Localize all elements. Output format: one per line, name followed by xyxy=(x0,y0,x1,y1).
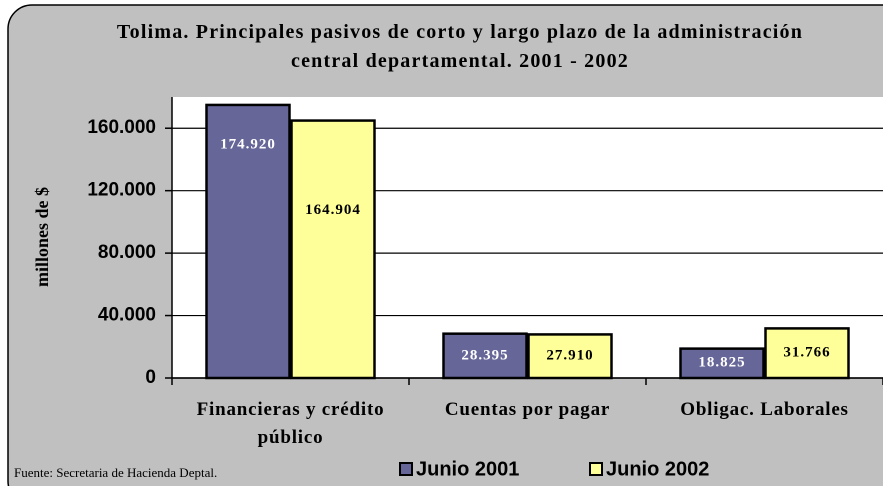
bar xyxy=(205,103,291,380)
chart-title: Tolima. Principales pasivos de corto y l… xyxy=(116,21,804,72)
x-tick-label: Obligac. Laborales xyxy=(680,399,849,420)
value-label: 31.766 xyxy=(783,345,830,361)
bar xyxy=(527,333,613,380)
legend-label: Junio 2002 xyxy=(606,458,709,480)
value-label: 174.920 xyxy=(220,136,276,152)
value-label: 164.904 xyxy=(305,202,361,218)
legend-swatch xyxy=(399,462,413,476)
x-tick-label: Cuentas por pagar xyxy=(444,399,611,420)
y-tick-label: 120.000 xyxy=(87,180,156,201)
source-note: Fuente: Secretaria de Hacienda Deptal. xyxy=(14,465,217,480)
y-axis-label: millones de $ xyxy=(32,187,52,287)
y-tick-label: 0 xyxy=(145,367,156,388)
bar xyxy=(679,347,765,380)
value-label: 18.825 xyxy=(698,355,745,371)
value-label: 27.910 xyxy=(546,348,593,364)
value-label: 28.395 xyxy=(461,347,508,363)
y-tick-label: 160.000 xyxy=(87,117,156,138)
y-tick-label: 80.000 xyxy=(98,242,156,263)
bar xyxy=(442,332,528,380)
legend-label: Junio 2001 xyxy=(416,458,519,480)
legend-swatch xyxy=(589,462,603,476)
x-tick-label: Financieras y crédito público xyxy=(196,399,385,448)
y-tick-label: 40.000 xyxy=(98,305,156,326)
bar xyxy=(290,119,376,380)
bar xyxy=(764,327,850,380)
